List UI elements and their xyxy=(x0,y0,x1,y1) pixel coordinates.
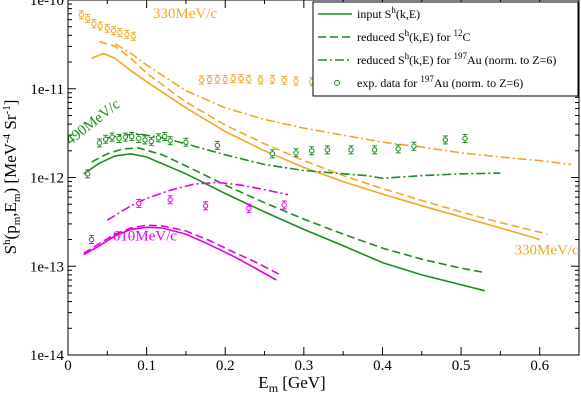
data-point xyxy=(148,136,155,146)
y-tick-label: 1e-10 xyxy=(30,0,64,9)
data-point xyxy=(257,75,264,85)
series-layer xyxy=(83,40,572,292)
data-point xyxy=(293,148,299,158)
y-axis-label: Sh(pm,Em) [MeV-4 Sr-1] xyxy=(1,100,23,255)
data-point xyxy=(88,235,95,245)
y-tick-label: 1e-12 xyxy=(30,171,64,187)
data-point xyxy=(214,140,221,150)
data-point xyxy=(109,132,115,142)
data-point xyxy=(130,31,136,41)
data-point xyxy=(371,145,378,155)
data-point xyxy=(206,75,213,85)
data-point xyxy=(269,75,276,85)
x-tick-label: 0.5 xyxy=(452,358,471,374)
data-point xyxy=(124,29,130,39)
data-point xyxy=(293,76,299,86)
data-point xyxy=(97,21,103,31)
data-point xyxy=(238,74,244,84)
series-line-610MeV-c-solid xyxy=(83,226,277,281)
data-point xyxy=(309,146,315,156)
legend-entry-label: reduced Sh(k,E) for 197Au (norm. to Z=6) xyxy=(357,51,556,67)
data-point xyxy=(91,19,97,29)
series-line-330MeV-c-dashed xyxy=(99,40,548,235)
data-point xyxy=(324,145,331,155)
legend-entry-label: reduced Sh(k,E) for 12C xyxy=(357,28,471,44)
momentum-label: 490MeV/c xyxy=(63,96,124,148)
data-point xyxy=(269,149,276,159)
data-point xyxy=(167,136,173,146)
data-point xyxy=(281,200,287,210)
legend: input Sh(k,E) reduced Sh(k,E) for 12C redu… xyxy=(312,1,579,97)
data-point xyxy=(78,10,85,20)
data-point xyxy=(84,13,91,23)
data-point xyxy=(395,144,401,154)
data-point xyxy=(167,195,173,205)
momentum-label: 610MeV/c xyxy=(113,229,177,245)
data-point xyxy=(122,132,129,142)
data-point xyxy=(110,26,117,36)
series-line-610MeV-c-dashdot xyxy=(106,181,289,221)
x-tick-label: 0.3 xyxy=(294,358,313,374)
momentum-label: 330MeV/c xyxy=(515,243,579,259)
data-point xyxy=(246,74,252,84)
data-point xyxy=(202,201,209,211)
x-tick-label: 0.1 xyxy=(137,358,156,374)
data-point xyxy=(142,135,148,145)
data-point xyxy=(104,23,111,33)
data-point xyxy=(214,74,221,84)
series-line-490MeV-c-dashdot xyxy=(107,133,501,180)
x-tick-label: 0.2 xyxy=(216,358,235,374)
x-tick-label: 0.6 xyxy=(530,358,549,374)
data-point xyxy=(136,134,142,144)
data-point xyxy=(183,137,189,147)
data-point xyxy=(128,131,135,141)
data-point xyxy=(103,134,109,144)
y-tick-label: 1e-13 xyxy=(30,259,64,275)
data-point xyxy=(198,75,205,85)
data-point xyxy=(222,75,228,85)
y-tick-label: 1e-14 xyxy=(30,348,65,364)
data-point xyxy=(84,169,91,179)
x-tick-label: 0 xyxy=(64,358,72,374)
x-tick-label: 0.4 xyxy=(373,358,392,374)
legend-marker xyxy=(334,80,340,86)
legend-entry-label: exp. data for 197Au (norm. to Z=6) xyxy=(357,74,523,90)
x-axis-label: Em [GeV] xyxy=(258,373,325,395)
data-point xyxy=(348,145,354,155)
series-line-490MeV-c-solid xyxy=(83,152,485,292)
data-point xyxy=(411,141,417,151)
data-point xyxy=(161,131,168,141)
data-point xyxy=(462,134,468,144)
data-point xyxy=(246,203,252,213)
series-line-330MeV-c-solid xyxy=(91,52,540,241)
data-point xyxy=(136,198,142,208)
data-point xyxy=(281,75,287,85)
axes-layer: 0 0.1 0.2 0.3 0.4 0.5 0.6 1e-14 1e-13 1e-12 1e-11 1… xyxy=(30,0,580,374)
data-point xyxy=(116,134,122,144)
series-line-330MeV-c-dashdot xyxy=(114,43,572,166)
series-line-610MeV-c-dashed xyxy=(83,224,281,276)
momentum-label: 330MeV/c xyxy=(153,6,217,22)
data-point xyxy=(96,138,103,148)
legend-entry-label: input Sh(k,E) xyxy=(357,5,420,21)
data-point xyxy=(155,133,162,143)
series-line-490MeV-c-dashed xyxy=(91,147,485,274)
y-tick-label: 1e-11 xyxy=(30,82,64,98)
legend-box xyxy=(312,1,579,97)
data-point xyxy=(230,74,236,84)
data-point xyxy=(117,28,123,38)
data-point xyxy=(442,135,449,145)
